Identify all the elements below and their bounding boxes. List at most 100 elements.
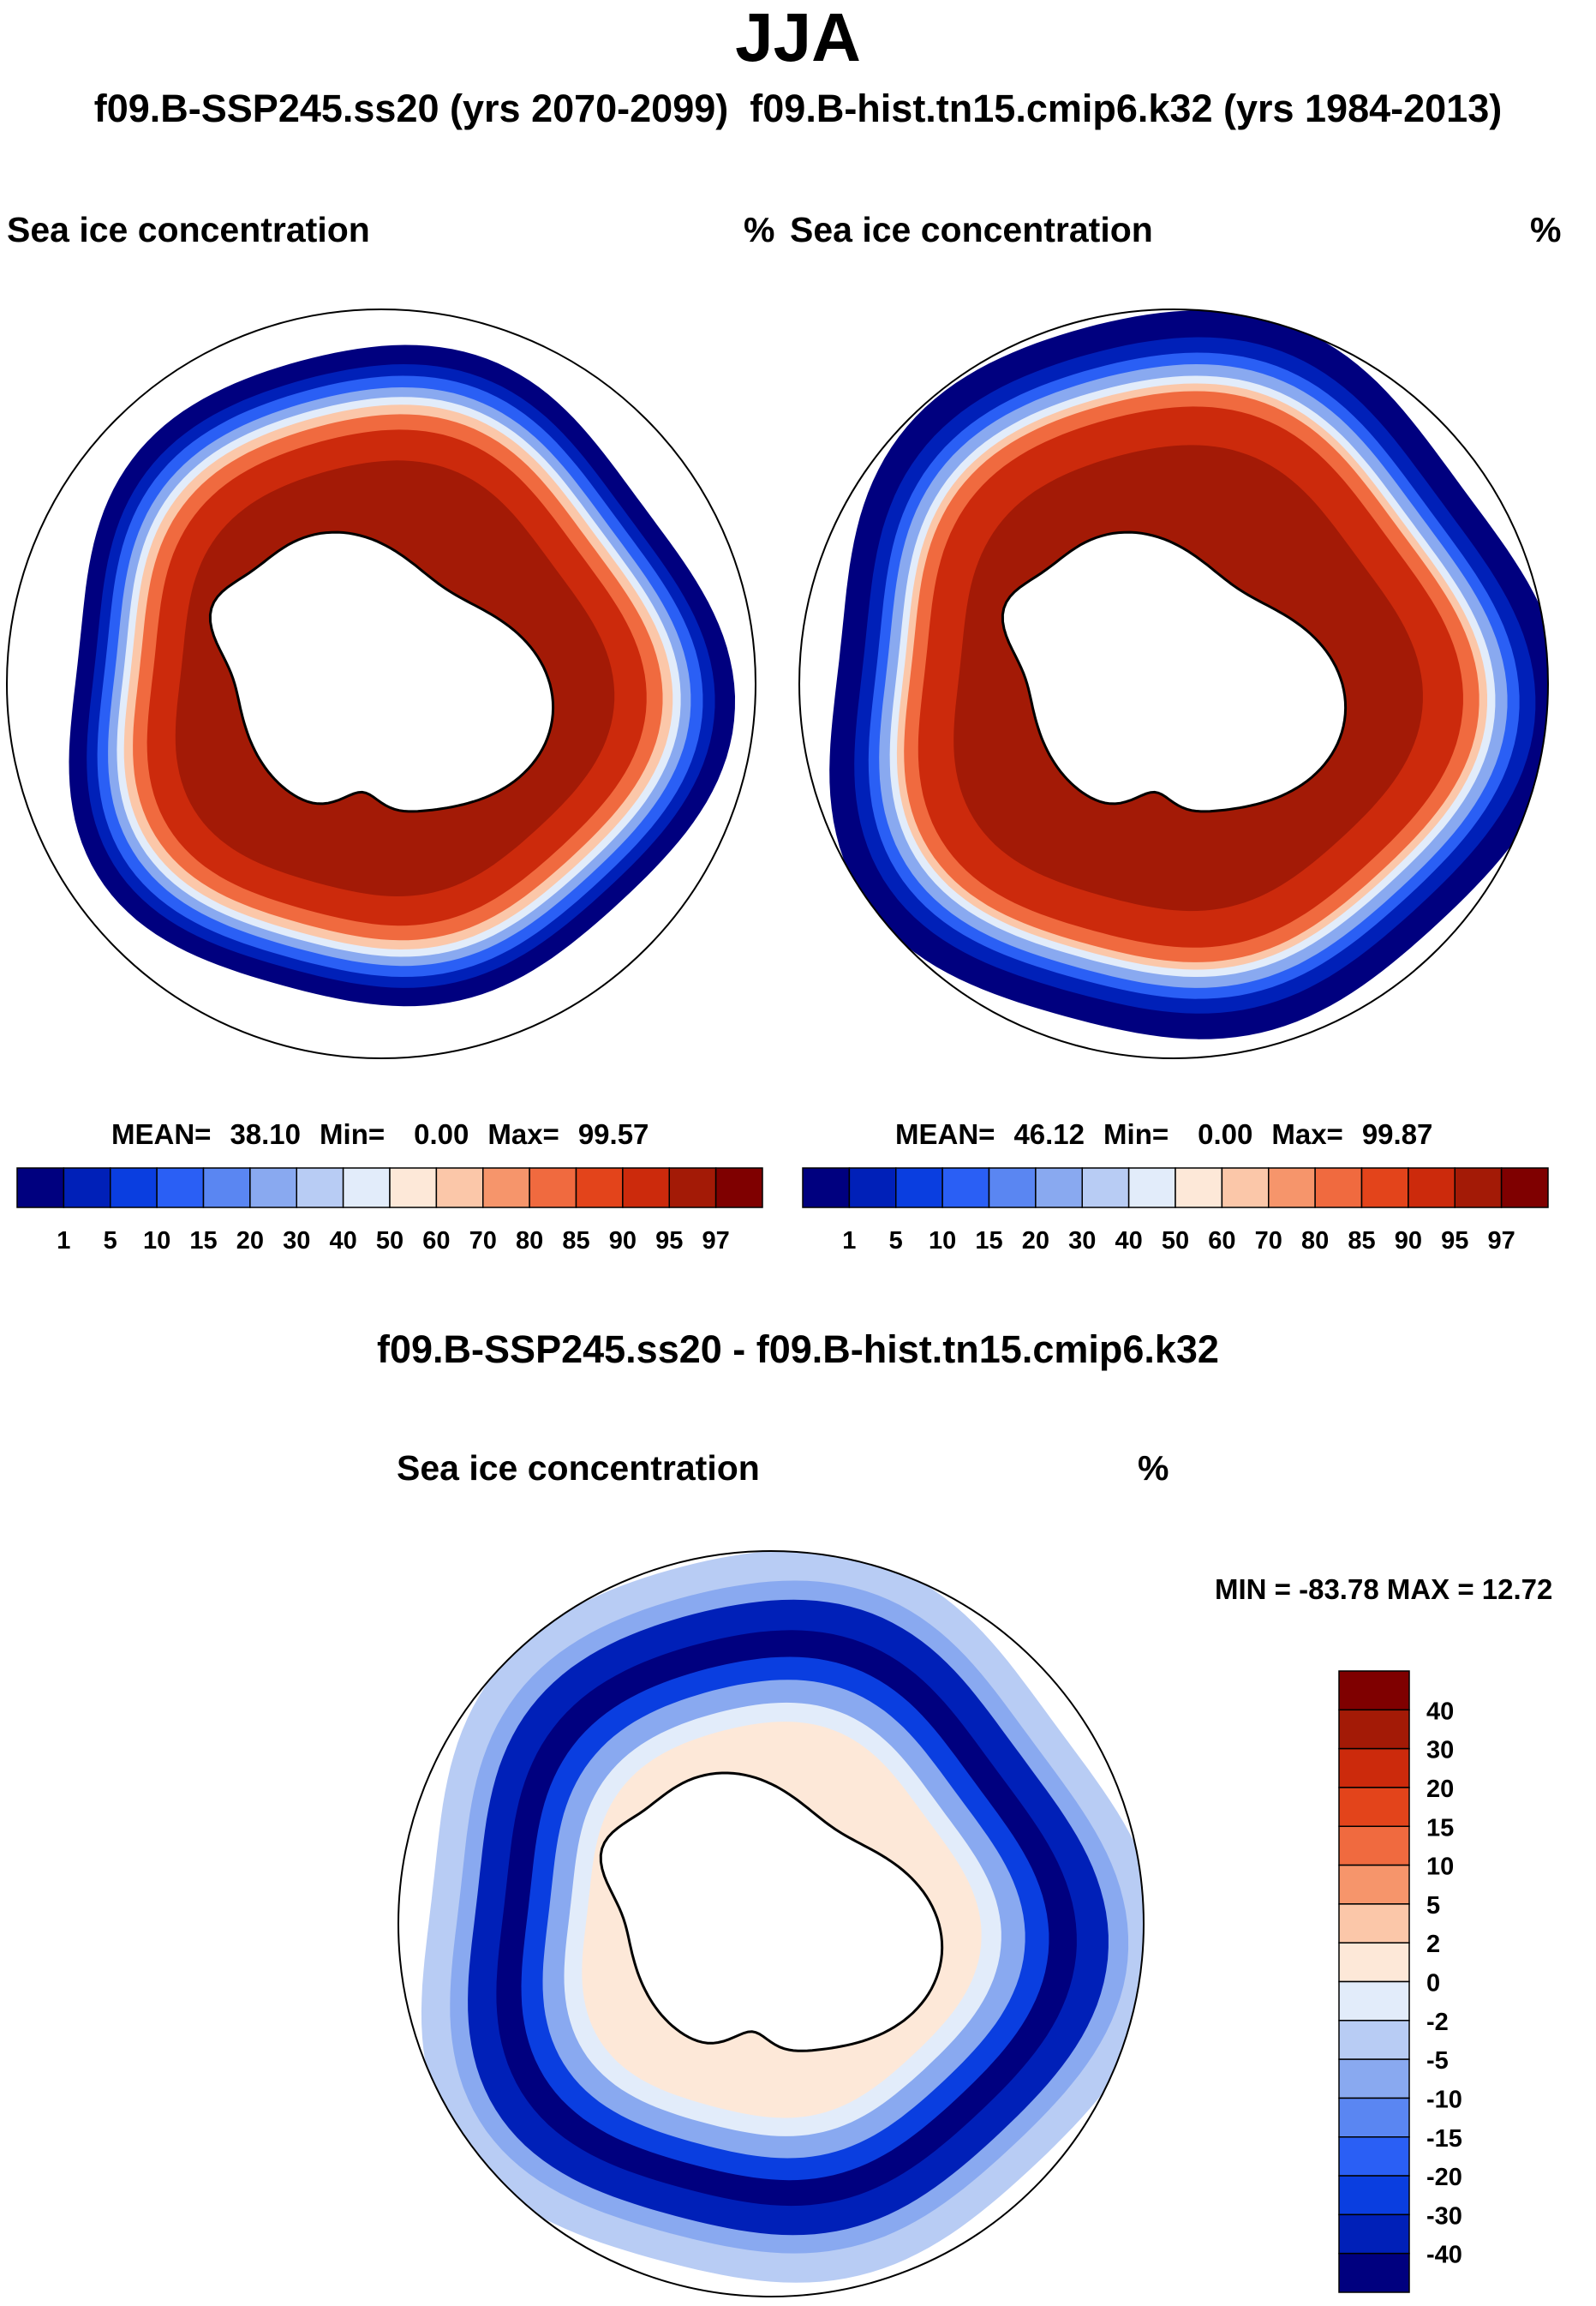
cb3-tick-label-5: -5 bbox=[1426, 2047, 1449, 2075]
cb2-swatch-2 bbox=[895, 1167, 943, 1208]
cb2-swatch-9 bbox=[1221, 1167, 1270, 1208]
cb2-tick-label-13: 95 bbox=[1441, 1227, 1468, 1255]
cb3-swatch-15 bbox=[1338, 1670, 1410, 1711]
cb3-swatch-1 bbox=[1338, 2213, 1410, 2255]
cb3-swatch-6 bbox=[1338, 2020, 1410, 2060]
cb3-tick-label-4: -10 bbox=[1426, 2086, 1462, 2113]
subtitle-left: f09.B-SSP245.ss20 (yrs 2070-2099) bbox=[93, 87, 729, 130]
cb1-tick-label-3: 15 bbox=[189, 1227, 217, 1255]
cb1-tick-label-5: 30 bbox=[283, 1227, 310, 1255]
cb2-swatch-11 bbox=[1314, 1167, 1363, 1208]
map-panel-2 bbox=[798, 308, 1549, 1059]
cb2-tick-label-8: 60 bbox=[1208, 1227, 1235, 1255]
cb1-swatch-4 bbox=[202, 1167, 251, 1208]
map2-map-boundary bbox=[798, 308, 1549, 1059]
cb3-swatch-7 bbox=[1338, 1980, 1410, 2021]
cb2-tick-label-3: 15 bbox=[975, 1227, 1002, 1255]
cb3-swatch-11 bbox=[1338, 1825, 1410, 1866]
cb3-swatch-3 bbox=[1338, 2136, 1410, 2177]
cb1-tick-label-9: 70 bbox=[469, 1227, 497, 1255]
cb3-tick-label-11: 15 bbox=[1426, 1814, 1454, 1842]
cb2-swatch-15 bbox=[1500, 1167, 1549, 1208]
cb1-swatch-15 bbox=[714, 1167, 763, 1208]
panel1-variable-label: Sea ice concentration bbox=[7, 210, 370, 249]
cb1-tick-label-4: 20 bbox=[236, 1227, 264, 1255]
cb1-tick-label-7: 50 bbox=[376, 1227, 403, 1255]
cb3-swatch-13 bbox=[1338, 1747, 1410, 1788]
cb3-swatch-0 bbox=[1338, 2252, 1410, 2293]
panel3-variable-label: Sea ice concentration bbox=[397, 1448, 760, 1488]
cb2-tick-label-10: 80 bbox=[1301, 1227, 1329, 1255]
cb2-tick-label-9: 70 bbox=[1255, 1227, 1282, 1255]
cb1-swatch-10 bbox=[482, 1167, 530, 1208]
cb2-tick-label-14: 97 bbox=[1487, 1227, 1515, 1255]
cb3-tick-label-14: 40 bbox=[1426, 1698, 1454, 1725]
cb1-swatch-12 bbox=[575, 1167, 624, 1208]
cb3-tick-label-12: 20 bbox=[1426, 1776, 1454, 1803]
cb2-tick-label-11: 85 bbox=[1348, 1227, 1375, 1255]
cb1-swatch-1 bbox=[63, 1167, 111, 1208]
cb1-tick-label-11: 85 bbox=[562, 1227, 589, 1255]
cb2-swatch-3 bbox=[941, 1167, 990, 1208]
cb1-swatch-0 bbox=[16, 1167, 65, 1208]
cb3-tick-label-0: -40 bbox=[1426, 2242, 1462, 2269]
cb2-tick-label-7: 50 bbox=[1162, 1227, 1189, 1255]
cb1-tick-label-6: 40 bbox=[329, 1227, 356, 1255]
map1-antarctica-coastline bbox=[208, 530, 555, 813]
cb2-swatch-14 bbox=[1454, 1167, 1503, 1208]
cb3-swatch-12 bbox=[1338, 1787, 1410, 1827]
colorbar-panel-2: 1 5 10 15 20 30 40 50 60 70 80 85 90 95 97 bbox=[802, 1167, 1549, 1255]
panel1-stats: MEAN= 38.10 Min= 0.00 Max= 99.57 bbox=[111, 1118, 649, 1150]
cb2-swatch-5 bbox=[1035, 1167, 1083, 1208]
cb1-tick-label-8: 60 bbox=[422, 1227, 450, 1255]
cb3-tick-label-1: -30 bbox=[1426, 2202, 1462, 2230]
panel2-variable-label: Sea ice concentration bbox=[790, 210, 1153, 249]
cb2-swatch-12 bbox=[1360, 1167, 1409, 1208]
cb1-swatch-9 bbox=[435, 1167, 484, 1208]
subtitle-right: f09.B-hist.tn15.cmip6.k32 (yrs 1984-2013… bbox=[750, 87, 1503, 130]
cb1-swatch-5 bbox=[249, 1167, 297, 1208]
cb3-tick-label-3: -15 bbox=[1426, 2125, 1462, 2153]
diff-title: f09.B-SSP245.ss20 - f09.B-hist.tn15.cmip… bbox=[377, 1327, 1219, 1371]
cb2-swatch-6 bbox=[1081, 1167, 1130, 1208]
cb1-tick-label-1: 5 bbox=[104, 1227, 117, 1255]
map3-field bbox=[421, 1551, 1144, 2283]
cb1-swatch-3 bbox=[156, 1167, 205, 1208]
cb3-tick-label-9: 5 bbox=[1426, 1892, 1440, 1920]
cb2-swatch-0 bbox=[802, 1167, 851, 1208]
cb2-tick-label-12: 90 bbox=[1395, 1227, 1422, 1255]
cb1-swatch-8 bbox=[389, 1167, 438, 1208]
panel2-stats: MEAN= 46.12 Min= 0.00 Max= 99.87 bbox=[895, 1118, 1433, 1150]
cb3-tick-label-2: -20 bbox=[1426, 2164, 1462, 2191]
panel3-units-label: % bbox=[1138, 1448, 1169, 1488]
cb2-tick-label-4: 20 bbox=[1022, 1227, 1049, 1255]
cb2-swatch-7 bbox=[1127, 1167, 1176, 1208]
cb1-tick-label-10: 80 bbox=[516, 1227, 543, 1255]
map-panel-1 bbox=[6, 308, 756, 1059]
map1-field bbox=[69, 344, 735, 1007]
cb3-tick-label-6: -2 bbox=[1426, 2009, 1449, 2036]
cb3-swatch-5 bbox=[1338, 2058, 1410, 2099]
cb2-tick-label-5: 30 bbox=[1068, 1227, 1096, 1255]
cb2-tick-label-6: 40 bbox=[1115, 1227, 1142, 1255]
cb1-swatch-11 bbox=[529, 1167, 577, 1208]
cb3-tick-label-10: 10 bbox=[1426, 1854, 1454, 1881]
cb3-swatch-14 bbox=[1338, 1709, 1410, 1750]
figure-subtitle: f09.B-SSP245.ss20 (yrs 2070-2099) f09.B-… bbox=[0, 87, 1596, 130]
cb3-swatch-9 bbox=[1338, 1903, 1410, 1944]
cb1-tick-label-0: 1 bbox=[57, 1227, 70, 1255]
cb2-swatch-4 bbox=[988, 1167, 1037, 1208]
cb1-tick-label-12: 90 bbox=[609, 1227, 637, 1255]
map-panel-3-difference bbox=[398, 1550, 1145, 2297]
cb2-swatch-13 bbox=[1408, 1167, 1456, 1208]
cb1-tick-label-2: 10 bbox=[143, 1227, 170, 1255]
cb1-swatch-13 bbox=[622, 1167, 670, 1208]
cb1-tick-label-14: 97 bbox=[702, 1227, 729, 1255]
panel2-units-label: % bbox=[1530, 210, 1562, 249]
cb3-swatch-2 bbox=[1338, 2175, 1410, 2216]
map3-antarctica-coastline bbox=[599, 1771, 944, 2052]
cb1-tick-label-13: 95 bbox=[655, 1227, 683, 1255]
cb2-tick-label-2: 10 bbox=[929, 1227, 956, 1255]
